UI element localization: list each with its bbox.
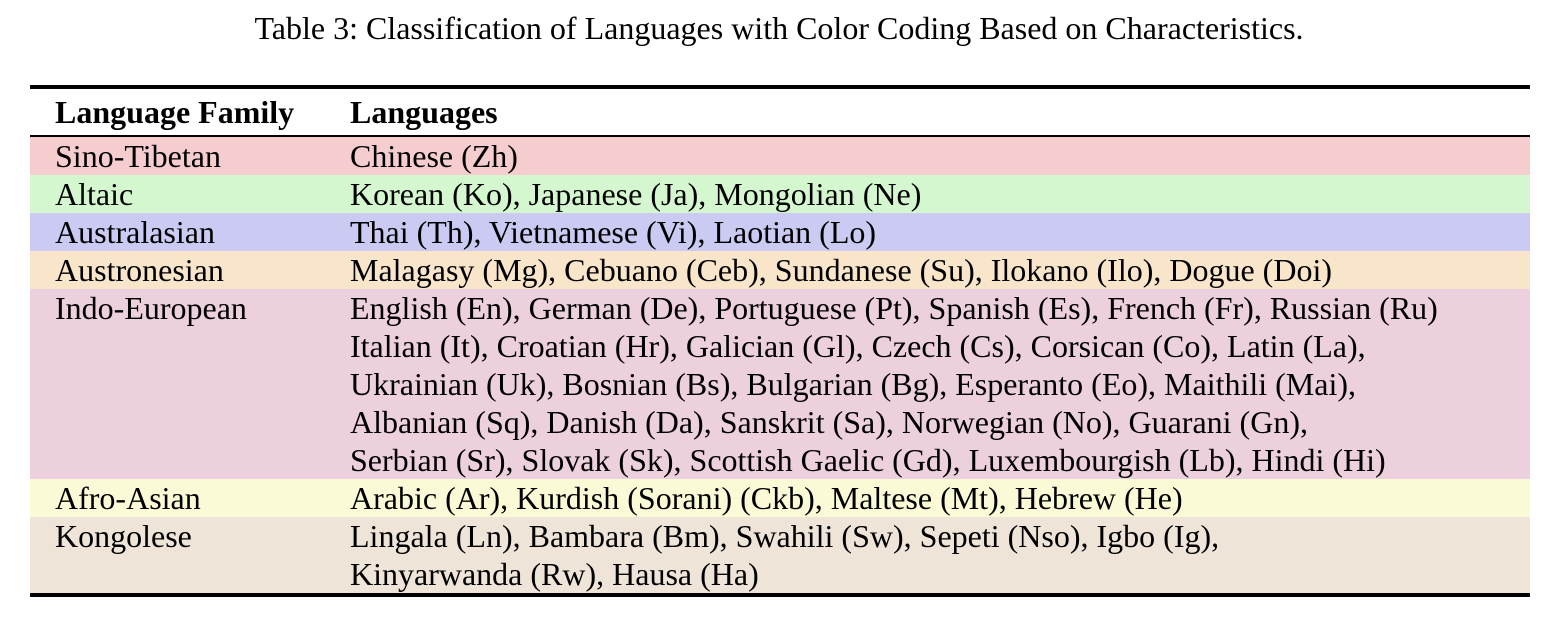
languages-cell: Arabic (Ar), Kurdish (Sorani) (Ckb), Mal… xyxy=(350,479,1530,517)
table-row: Australasian Thai (Th), Vietnamese (Vi),… xyxy=(30,213,1530,251)
table-body: Sino-Tibetan Chinese (Zh) Altaic Korean … xyxy=(30,136,1530,595)
language-family-cell: Indo-European xyxy=(55,290,247,326)
language-line: Thai (Th), Vietnamese (Vi), Laotian (Lo) xyxy=(350,214,877,250)
languages-cell: Chinese (Zh) xyxy=(350,136,1530,175)
table-row: Kongolese Lingala (Ln), Bambara (Bm), Sw… xyxy=(30,517,1530,595)
language-line: Albanian (Sq), Danish (Da), Sanskrit (Sa… xyxy=(350,404,1308,440)
languages-cell: Malagasy (Mg), Cebuano (Ceb), Sundanese … xyxy=(350,251,1530,289)
column-header-language-family: Language Family xyxy=(30,87,350,137)
language-family-cell: Austronesian xyxy=(55,252,224,288)
language-line: English (En), German (De), Portuguese (P… xyxy=(350,290,1438,326)
language-line: Italian (It), Croatian (Hr), Galician (G… xyxy=(350,328,1366,364)
language-line: Lingala (Ln), Bambara (Bm), Swahili (Sw)… xyxy=(350,518,1220,554)
table-row: Afro-Asian Arabic (Ar), Kurdish (Sorani)… xyxy=(30,479,1530,517)
languages-cell: Lingala (Ln), Bambara (Bm), Swahili (Sw)… xyxy=(350,517,1530,595)
languages-cell: Thai (Th), Vietnamese (Vi), Laotian (Lo) xyxy=(350,213,1530,251)
language-family-cell: Australasian xyxy=(55,214,215,250)
language-family-cell: Kongolese xyxy=(55,518,192,554)
language-family-cell: Altaic xyxy=(55,176,134,212)
table-caption: Table 3: Classification of Languages wit… xyxy=(254,10,1304,46)
classification-table: Language Family Languages Sino-Tibetan C… xyxy=(30,85,1530,597)
language-line: Kinyarwanda (Rw), Hausa (Ha) xyxy=(350,556,759,592)
table-header: Language Family Languages xyxy=(30,87,1530,137)
languages-cell: English (En), German (De), Portuguese (P… xyxy=(350,289,1530,479)
language-line: Chinese (Zh) xyxy=(350,138,518,174)
language-line: Arabic (Ar), Kurdish (Sorani) (Ckb), Mal… xyxy=(350,480,1183,516)
header-row: Language Family Languages xyxy=(30,87,1530,137)
table-row: Altaic Korean (Ko), Japanese (Ja), Mongo… xyxy=(30,175,1530,213)
languages-cell: Korean (Ko), Japanese (Ja), Mongolian (N… xyxy=(350,175,1530,213)
column-header-languages: Languages xyxy=(350,87,1530,137)
language-family-cell: Afro-Asian xyxy=(55,480,201,516)
table-row: Austronesian Malagasy (Mg), Cebuano (Ceb… xyxy=(30,251,1530,289)
language-line: Malagasy (Mg), Cebuano (Ceb), Sundanese … xyxy=(350,252,1332,288)
language-family-cell: Sino-Tibetan xyxy=(55,138,221,174)
table-row: Indo-European English (En), German (De),… xyxy=(30,289,1530,479)
language-line: Ukrainian (Uk), Bosnian (Bs), Bulgarian … xyxy=(350,366,1356,402)
table-row: Sino-Tibetan Chinese (Zh) xyxy=(30,136,1530,175)
language-line: Serbian (Sr), Slovak (Sk), Scottish Gael… xyxy=(350,442,1386,478)
language-line: Korean (Ko), Japanese (Ja), Mongolian (N… xyxy=(350,176,922,212)
